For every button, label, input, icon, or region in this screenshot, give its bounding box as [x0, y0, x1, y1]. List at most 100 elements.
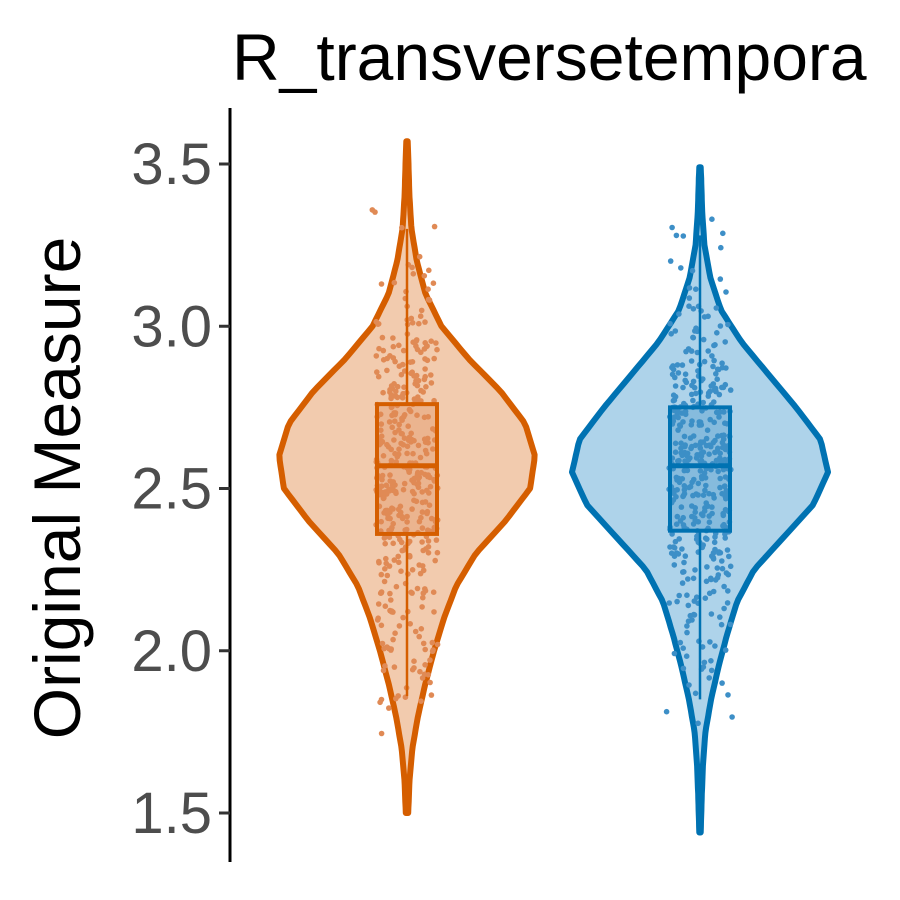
data-point	[410, 450, 416, 457]
data-point	[685, 602, 692, 609]
data-point	[679, 580, 686, 586]
data-point	[717, 409, 723, 415]
data-point	[706, 513, 712, 519]
data-point	[679, 476, 686, 482]
data-point	[430, 426, 436, 432]
data-point	[714, 330, 720, 336]
data-point	[678, 445, 684, 452]
data-point	[702, 595, 709, 601]
data-point	[381, 645, 387, 652]
data-point	[374, 369, 380, 375]
data-point	[672, 538, 679, 545]
data-point	[706, 590, 713, 597]
data-point	[373, 353, 380, 359]
data-point	[701, 358, 708, 365]
data-point	[416, 518, 423, 525]
data-point	[675, 414, 681, 421]
data-point	[722, 446, 729, 453]
data-point	[391, 557, 398, 563]
data-point	[690, 397, 696, 404]
data-point	[380, 453, 387, 459]
data-point	[399, 395, 406, 401]
data-point	[712, 534, 718, 540]
data-point	[419, 525, 426, 531]
data-point	[392, 418, 398, 425]
data-point	[706, 675, 712, 681]
data-point	[417, 454, 424, 461]
data-point	[717, 475, 723, 482]
data-point	[718, 621, 725, 628]
data-point	[411, 665, 417, 671]
y-tick-label: 2.0	[131, 619, 212, 684]
data-point	[373, 318, 380, 325]
data-point	[428, 380, 435, 386]
data-point	[725, 571, 732, 578]
data-point	[415, 442, 422, 449]
data-point	[411, 479, 417, 486]
data-point	[682, 553, 689, 559]
data-point	[700, 399, 706, 406]
data-point	[703, 435, 710, 442]
data-point	[375, 373, 382, 380]
data-point	[668, 550, 675, 556]
data-point	[727, 621, 734, 628]
violin-shape	[569, 164, 831, 836]
data-point	[714, 376, 720, 383]
data-point	[708, 466, 714, 473]
data-point	[722, 647, 729, 653]
data-point	[721, 521, 727, 528]
data-point	[695, 480, 702, 487]
data-point	[722, 531, 728, 537]
data-point	[422, 356, 428, 362]
data-point	[704, 564, 710, 570]
data-point	[396, 559, 402, 566]
data-point	[383, 555, 389, 562]
data-point	[378, 433, 385, 440]
data-point	[382, 663, 388, 669]
data-point	[387, 472, 393, 478]
data-point	[716, 414, 722, 420]
data-point	[375, 601, 382, 607]
data-point	[676, 592, 682, 599]
data-point	[425, 473, 431, 480]
data-point	[380, 357, 387, 363]
data-point	[381, 578, 388, 585]
data-point	[431, 355, 438, 362]
data-point	[420, 594, 426, 601]
data-point	[671, 397, 678, 403]
outlier-point	[378, 696, 385, 703]
data-point	[675, 551, 682, 557]
data-point	[388, 597, 394, 603]
data-point	[693, 455, 700, 461]
data-point	[668, 331, 674, 337]
data-point	[428, 692, 435, 698]
data-point	[389, 524, 395, 531]
data-point	[683, 653, 690, 659]
data-point	[395, 553, 402, 560]
data-point	[378, 421, 385, 427]
data-point	[700, 336, 707, 343]
data-point	[400, 442, 407, 448]
outlier-point	[386, 705, 392, 711]
data-point	[675, 458, 681, 464]
data-point	[431, 609, 437, 615]
data-point	[428, 372, 434, 378]
data-point	[713, 305, 720, 311]
data-point	[391, 437, 397, 443]
data-point	[680, 492, 687, 499]
data-point	[703, 500, 709, 506]
data-point	[378, 571, 385, 578]
data-point	[700, 492, 707, 499]
data-point	[725, 321, 731, 328]
y-axis-ticks: 1.5 2.0 2.5 3.0 3.5	[131, 132, 230, 846]
data-point	[717, 484, 723, 491]
data-point	[388, 646, 395, 652]
violin-group-2	[569, 164, 831, 836]
data-point	[705, 313, 711, 320]
data-point	[680, 233, 687, 239]
data-point	[678, 450, 684, 456]
data-point	[726, 553, 732, 560]
data-point	[434, 346, 440, 353]
data-point	[434, 549, 441, 556]
data-point	[720, 436, 727, 443]
